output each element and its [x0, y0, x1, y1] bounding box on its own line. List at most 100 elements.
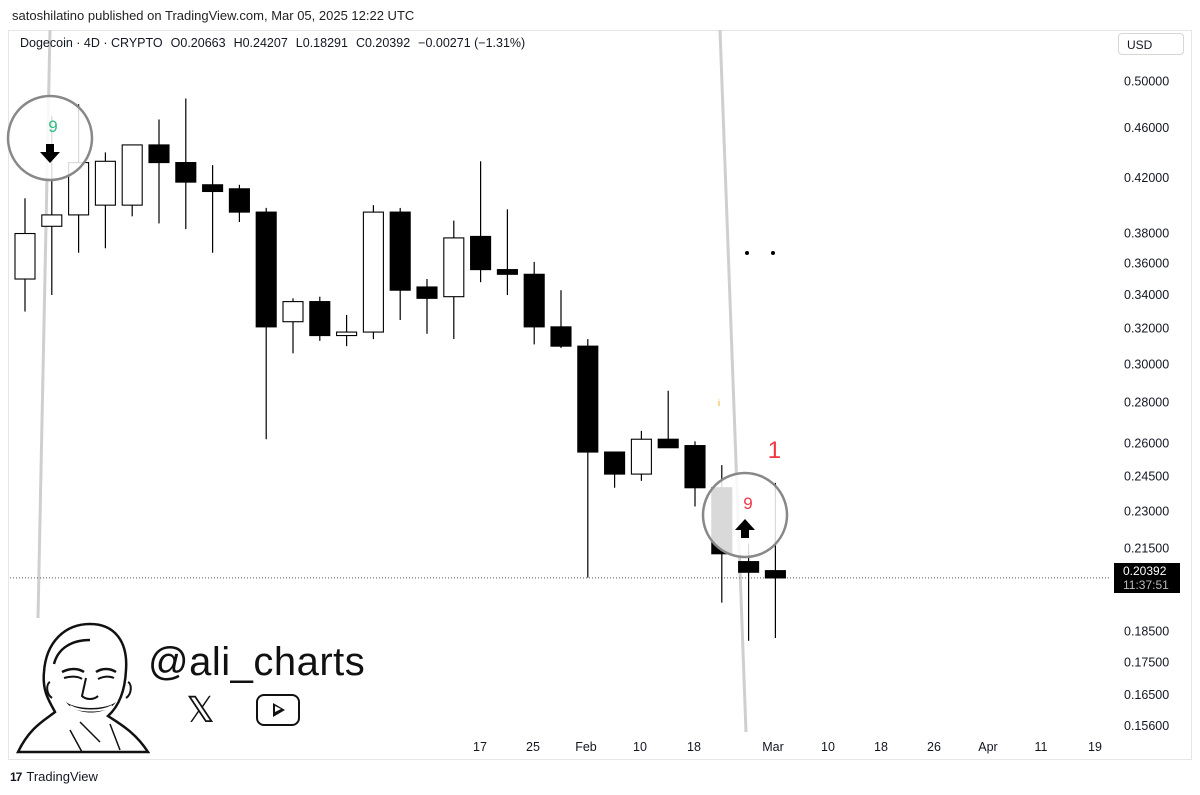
candle: [604, 451, 626, 488]
x-tick-label: 10: [633, 740, 647, 754]
candle-body: [309, 301, 331, 337]
candle-body: [202, 184, 224, 193]
candle: [470, 161, 492, 283]
candle-body: [630, 438, 652, 475]
legend-low: L0.18291: [295, 36, 348, 50]
candle-body: [523, 273, 545, 328]
candle-body: [764, 570, 786, 579]
x-tick-label: 18: [687, 740, 701, 754]
arrow-down-icon: [40, 144, 60, 163]
candle: [255, 207, 277, 440]
x-tick-label: 17: [473, 740, 487, 754]
y-tick-label: 0.38000: [1124, 227, 1169, 241]
last-price-tag: 0.20392 11:37:51: [1114, 563, 1180, 593]
candle: [443, 220, 465, 340]
candle: [202, 165, 224, 253]
y-tick-label: 0.36000: [1124, 256, 1169, 270]
y-tick-label: 0.24500: [1124, 469, 1169, 483]
marker-dot: [745, 251, 749, 255]
signals: 9 9 1 i: [6, 94, 789, 559]
x-tick-label: 19: [1088, 740, 1102, 754]
candle-body: [496, 269, 518, 275]
y-tick-label: 0.34000: [1124, 288, 1169, 302]
candle: [94, 152, 116, 249]
candle-body: [577, 345, 599, 453]
legend-close: C0.20392: [355, 36, 411, 50]
x-tick-label: 18: [874, 740, 888, 754]
signal-count: 9: [48, 117, 57, 136]
candle: [362, 205, 384, 340]
y-tick-label: 0.28000: [1124, 395, 1169, 409]
candle: [14, 198, 36, 312]
candle: [309, 296, 331, 341]
signal-circle: [701, 471, 789, 559]
legend-change: −0.00271 (−1.31%): [418, 36, 526, 50]
candle-body: [282, 301, 304, 323]
signal-circle: [6, 94, 94, 182]
currency-button[interactable]: USD: [1118, 33, 1184, 55]
x-logo-icon: 𝕏: [186, 689, 216, 730]
candle: [630, 430, 652, 481]
y-tick-label: 0.23000: [1124, 504, 1169, 518]
y-tick-label: 0.42000: [1124, 171, 1169, 185]
candles: [14, 98, 786, 641]
candle-body: [470, 235, 492, 271]
candle-body: [550, 326, 572, 347]
y-tick-label: 0.18500: [1124, 625, 1169, 639]
x-tick-label: 10: [821, 740, 835, 754]
x-axis: 17 25 Feb 10 18 Mar 10 18 26 Apr 11 19: [473, 740, 1102, 754]
candle-body: [389, 211, 411, 291]
candle: [228, 184, 250, 222]
legend-high: H0.24207: [233, 36, 288, 50]
legend-open: O0.20663: [170, 36, 226, 50]
candle: [416, 279, 438, 334]
candle: [657, 390, 679, 449]
tradingview-logo-icon: 17: [10, 769, 22, 784]
signal-count: 1: [768, 437, 781, 464]
chart-legend: Dogecoin · 4D · CRYPTO O0.20663 H0.24207 L0…: [20, 36, 533, 50]
candle-body: [336, 331, 358, 337]
tradingview-brand-label: TradingView: [26, 769, 98, 784]
candle-body: [604, 451, 626, 475]
candle-body: [684, 445, 706, 489]
x-tick-label: Mar: [762, 740, 784, 754]
candle-body: [94, 160, 116, 206]
candle-body: [443, 237, 465, 298]
tradingview-brand[interactable]: 17 TradingView: [10, 769, 98, 784]
x-tick-label: 25: [526, 740, 540, 754]
x-tick-label: 26: [927, 740, 941, 754]
bar-countdown: 11:37:51: [1123, 578, 1169, 592]
marker-dot: [771, 251, 775, 255]
signal-count: 9: [743, 494, 752, 513]
youtube-logo-icon: [256, 694, 300, 726]
candle: [550, 290, 572, 348]
arrow-up-icon: [735, 519, 755, 538]
candle-body: [362, 211, 384, 333]
candle: [523, 261, 545, 345]
candle-body: [14, 232, 36, 280]
watermark-handle: @ali_charts: [148, 640, 366, 684]
candle-body: [255, 211, 277, 328]
candle: [121, 144, 143, 217]
candle-body: [148, 144, 170, 164]
candle: [148, 119, 170, 224]
candle-body: [738, 561, 760, 573]
y-tick-label: 0.32000: [1124, 322, 1169, 336]
candle: [336, 314, 358, 347]
candle-body: [228, 188, 250, 213]
candle: [577, 339, 599, 578]
candle: [389, 207, 411, 321]
candle-body: [41, 214, 63, 227]
y-tick-label: 0.30000: [1124, 357, 1169, 371]
x-tick-label: Feb: [575, 740, 597, 754]
trendline: [718, 29, 748, 733]
x-tick-label: Apr: [978, 740, 997, 754]
candle-body: [175, 162, 197, 183]
y-tick-label: 0.26000: [1124, 436, 1169, 450]
x-tick-label: 11: [1035, 740, 1048, 754]
info-marker: i: [718, 398, 720, 408]
candle: [175, 98, 197, 230]
y-tick-label: 0.21500: [1124, 542, 1169, 556]
publish-line: satoshilatino published on TradingView.c…: [12, 8, 415, 23]
